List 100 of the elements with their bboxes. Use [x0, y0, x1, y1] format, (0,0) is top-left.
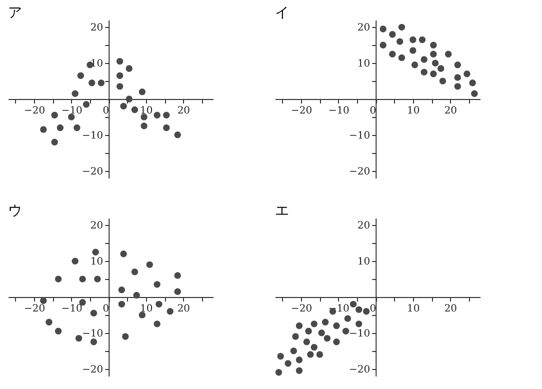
point — [54, 276, 62, 282]
x-tick-label: −20 — [24, 304, 46, 314]
point — [138, 312, 146, 318]
chart-title: ウ — [8, 203, 22, 219]
x-tick-label: 10 — [407, 304, 420, 314]
point — [133, 292, 140, 299]
point — [98, 79, 105, 86]
chart-title: エ — [275, 203, 289, 219]
point — [174, 272, 181, 279]
y-tick-label: 20 — [90, 22, 104, 34]
point — [380, 26, 386, 32]
x-tick-label: 0 — [102, 304, 110, 314]
point — [303, 338, 310, 346]
point — [418, 36, 426, 44]
point — [116, 58, 124, 65]
point — [120, 102, 127, 110]
point — [310, 320, 318, 328]
point — [356, 320, 362, 328]
point — [82, 101, 90, 108]
point — [154, 112, 160, 119]
point — [74, 124, 80, 132]
x-tick-label: −20 — [291, 304, 312, 314]
point — [389, 50, 396, 58]
y-tick-label: −20 — [82, 166, 104, 178]
point — [316, 351, 324, 358]
x-tick-label: 0 — [370, 106, 376, 116]
point — [307, 351, 314, 358]
x-tick-label: 10 — [140, 106, 153, 116]
point — [88, 79, 96, 86]
point — [454, 62, 461, 68]
y-tick-label: −10 — [82, 328, 104, 340]
point — [318, 330, 325, 336]
point — [79, 276, 86, 282]
point — [342, 328, 350, 334]
point — [154, 281, 160, 288]
point — [444, 50, 452, 58]
y-tick-label: 20 — [357, 22, 370, 34]
point — [120, 250, 127, 258]
point — [174, 288, 181, 295]
point — [464, 70, 470, 78]
point — [166, 308, 174, 315]
point — [118, 286, 126, 294]
point — [296, 367, 303, 374]
x-tick-label: −10 — [61, 106, 82, 116]
point — [140, 114, 148, 120]
point — [92, 248, 99, 256]
y-tick-label: −20 — [349, 364, 370, 376]
point — [275, 369, 282, 376]
point — [420, 68, 428, 76]
point — [350, 300, 357, 308]
point — [396, 38, 404, 45]
y-tick-label: 20 — [357, 220, 370, 232]
point — [430, 50, 437, 58]
point — [362, 308, 370, 315]
point — [122, 333, 129, 340]
x-tick-label: 10 — [407, 106, 420, 116]
point — [72, 258, 78, 264]
point — [163, 112, 170, 119]
point — [126, 96, 132, 102]
point — [140, 122, 148, 130]
y-tick-label: −20 — [349, 166, 370, 178]
x-tick-label: −20 — [24, 106, 46, 116]
point — [118, 300, 126, 308]
point — [40, 126, 47, 133]
x-tick-label: 20 — [177, 106, 190, 116]
point — [138, 88, 146, 96]
point — [163, 124, 170, 132]
y-tick-label: 10 — [357, 256, 370, 268]
point — [116, 83, 124, 90]
point — [131, 106, 138, 114]
point — [333, 322, 340, 330]
point — [310, 344, 318, 351]
x-tick-label: 20 — [444, 304, 458, 314]
y-tick-label: −10 — [349, 130, 370, 142]
point — [292, 333, 299, 340]
point — [54, 328, 62, 334]
point — [344, 315, 352, 322]
point — [305, 328, 312, 334]
point — [75, 334, 82, 342]
point — [154, 320, 160, 328]
point — [398, 24, 406, 31]
point — [438, 65, 444, 72]
x-tick-label: −20 — [291, 106, 312, 116]
point — [398, 54, 406, 62]
point — [454, 74, 461, 81]
point — [430, 42, 437, 48]
point — [51, 112, 58, 119]
point — [296, 322, 303, 330]
x-tick-label: 10 — [140, 304, 153, 314]
point — [68, 114, 75, 120]
x-tick-label: 20 — [444, 106, 458, 116]
x-tick-label: 20 — [177, 304, 190, 314]
point — [156, 300, 162, 308]
point — [277, 352, 284, 360]
point — [90, 310, 98, 317]
point — [51, 138, 58, 146]
x-tick-label: 0 — [102, 106, 110, 116]
chart-title: イ — [275, 5, 289, 21]
point — [410, 36, 416, 44]
point — [146, 261, 153, 268]
